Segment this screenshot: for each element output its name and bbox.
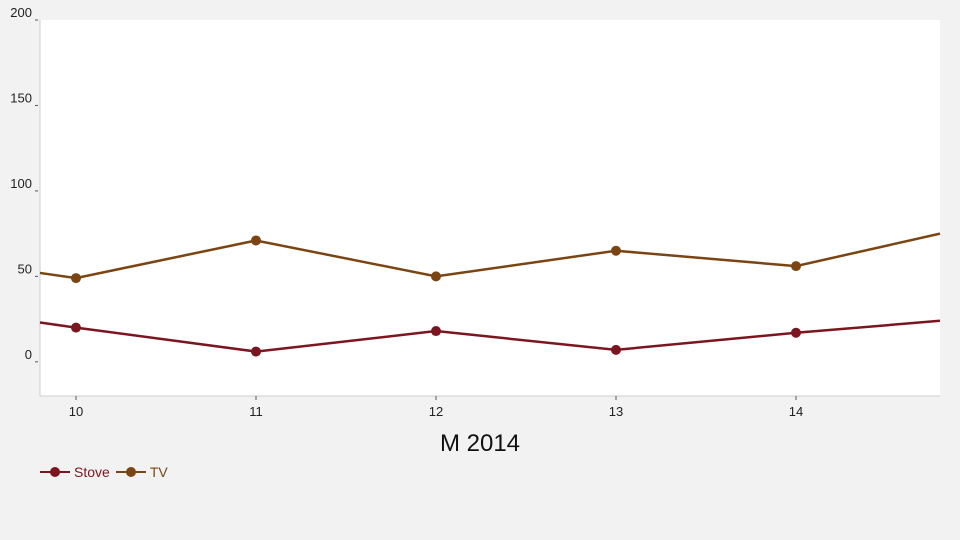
chart-legend: Stove TV [40, 464, 170, 480]
y-tick-label: 150 [10, 90, 32, 105]
legend-swatch-icon [40, 464, 70, 480]
legend-swatch-icon [115, 464, 146, 480]
legend-item-stove[interactable]: Stove [40, 464, 110, 480]
x-tick-label: 10 [69, 404, 83, 419]
legend-label: Stove [74, 464, 110, 480]
data-point-stove[interactable] [431, 326, 441, 337]
x-tick-label: 14 [789, 404, 803, 419]
y-tick-label: 50 [18, 261, 32, 276]
data-point-stove[interactable] [611, 344, 621, 355]
x-tick-label: 12 [429, 404, 443, 419]
x-axis-ticks: 10 11 12 13 14 [69, 396, 803, 419]
x-axis-title: M 2014 [440, 430, 520, 457]
data-point-tv[interactable] [791, 261, 801, 272]
x-tick-label: 11 [249, 404, 263, 419]
x-tick-label: 13 [609, 404, 623, 419]
y-tick-label: 100 [10, 176, 32, 191]
data-point-tv[interactable] [611, 245, 621, 256]
data-point-tv[interactable] [251, 235, 261, 246]
y-axis-ticks: 0 50 100 150 200 [10, 5, 38, 363]
series-layer [39, 232, 941, 357]
legend-item-tv[interactable]: TV [115, 464, 168, 480]
data-point-stove[interactable] [71, 322, 81, 333]
y-tick-label: 0 [25, 347, 32, 362]
data-point-stove[interactable] [791, 327, 801, 338]
data-point-tv[interactable] [431, 271, 441, 282]
y-tick-label: 200 [10, 5, 32, 20]
legend-label: TV [149, 464, 168, 480]
data-point-stove[interactable] [251, 346, 261, 357]
data-point-tv[interactable] [71, 273, 81, 284]
